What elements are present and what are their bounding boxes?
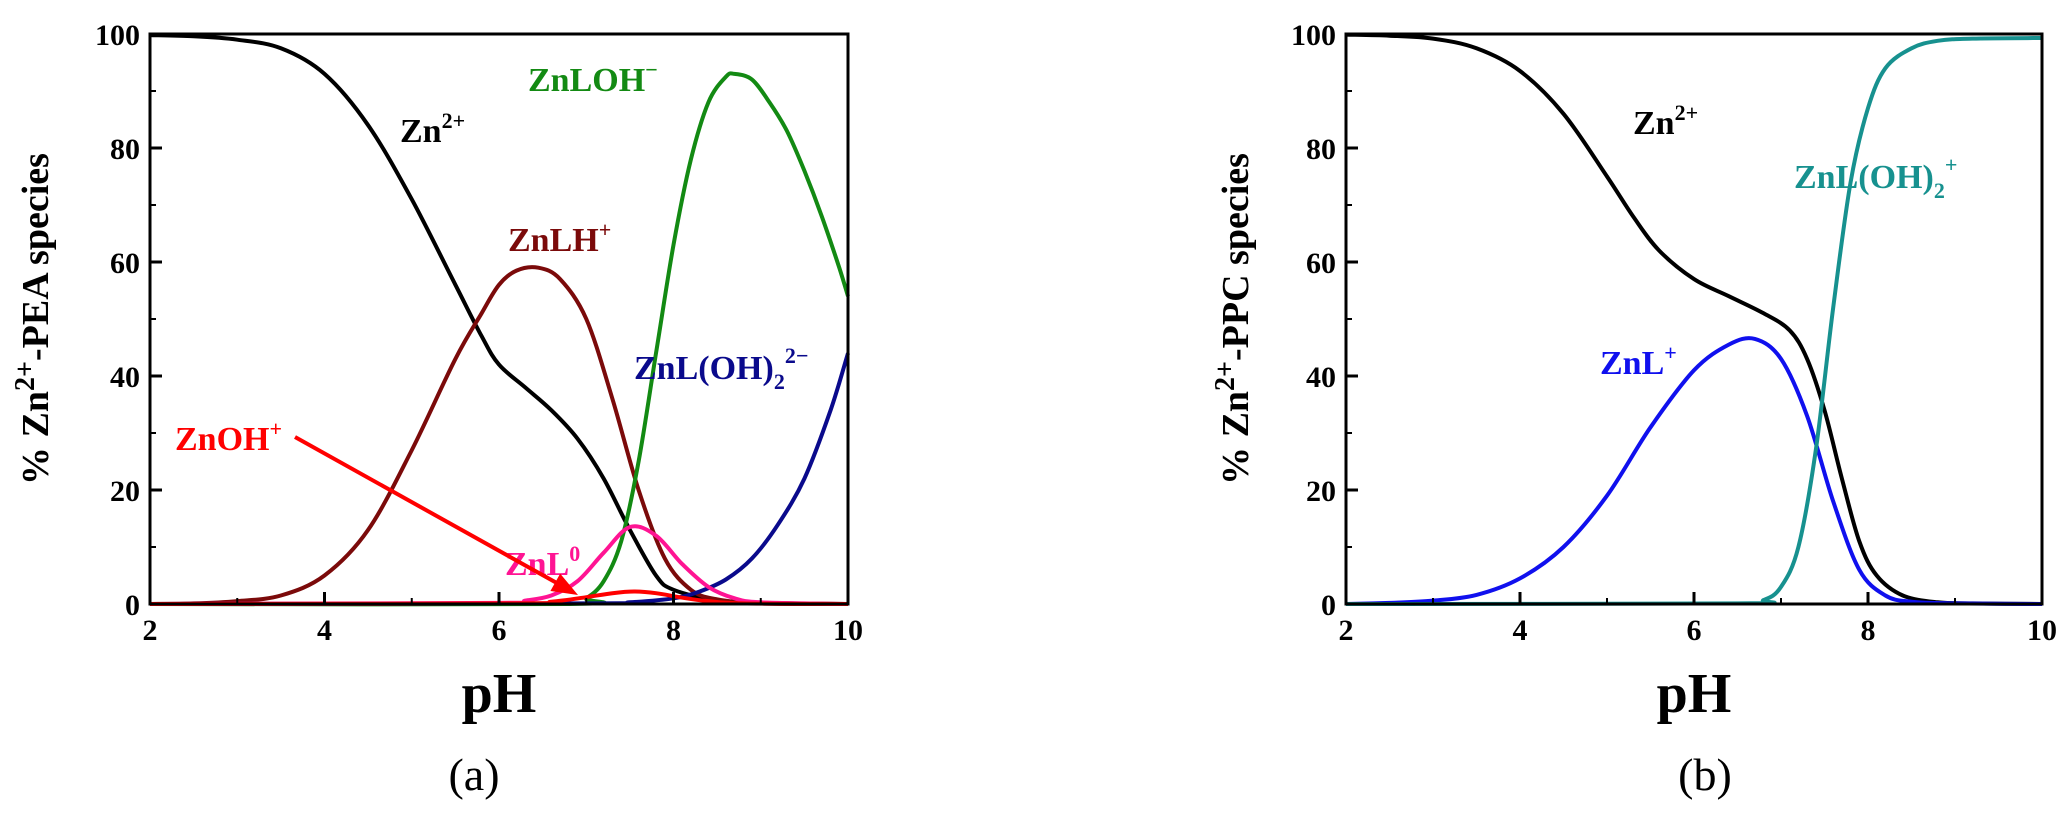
panel-b-series-label-zn-sup: 2+: [1675, 100, 1699, 125]
panel-a-series-znloh-line: [149, 352, 850, 606]
panel-a-series-label-znloh-base: ZnLOH: [528, 62, 645, 99]
panel-b-series-label-znloh: ZnL(OH)2+: [1794, 152, 1957, 203]
panel-a-series-label-zn-base: Zn: [400, 113, 442, 150]
panel-a-series-label-znoh: ZnOH+: [175, 416, 282, 458]
panel-a-y-axis-title-prefix: % Zn: [15, 391, 57, 485]
panel-a-y-tick-label: 20: [110, 475, 140, 508]
panel-b-series-label-znl: ZnL+: [1600, 340, 1677, 382]
panel-a-series-label-znlh-base: ZnLH: [508, 222, 599, 259]
panel-a-series-label-znl: ZnL0: [505, 541, 580, 583]
panel-a-x-axis-title: pH: [462, 663, 537, 725]
panel-b-series-label-znl-sup: +: [1664, 340, 1677, 365]
panel-a-series-label-znl-sup: 0: [569, 541, 580, 566]
panel-a-znoh-pointer-arrowhead: [550, 573, 578, 595]
panel-b-series-label-zn-base: Zn: [1633, 105, 1675, 142]
panel-a-series-label-znloh-sup: −: [645, 57, 658, 82]
panel-b-x-tick-label: 4: [1513, 614, 1528, 647]
panel-a-y-tick-label: 0: [125, 589, 140, 622]
panel-a-x-tick-label: 6: [492, 614, 507, 647]
panel-a-znoh-pointer-line: [294, 435, 565, 589]
panel-a-series-znlh-line: [149, 265, 849, 606]
panel-a-series-label-znoh-sup: +: [269, 416, 282, 441]
panel-b-series-label-znloh-sup: +: [1945, 152, 1958, 177]
panel-b-y-tick-label: 60: [1306, 247, 1336, 280]
panel-a-series-lines: [149, 33, 850, 607]
panel-a-series-label-znloh: ZnL(OH)22−: [634, 343, 808, 394]
panel-b-x-tick-label: 6: [1687, 614, 1702, 647]
panel-a-y-tick-label: 40: [110, 361, 140, 394]
panel-a-series-label-znloh-sup: 2−: [785, 343, 809, 368]
panel-b-panel-label: (b): [1678, 749, 1732, 800]
panel-b-y-tick-label: 100: [1291, 19, 1336, 52]
panel-a-series-label-znlh: ZnLH+: [508, 217, 611, 259]
panel-a-x-tick-label: 8: [666, 614, 681, 647]
panel-a-x-tick-label: 10: [833, 614, 863, 647]
panel-b-series-label-znloh-sub: 2: [1934, 178, 1945, 203]
panel-a-y-tick-label: 60: [110, 247, 140, 280]
panel-a-panel-label: (a): [448, 749, 499, 800]
panel-a-series-label-znloh-sub: 2: [774, 369, 785, 394]
panel-b-y-axis-title-suffix: -PPC species: [1215, 153, 1257, 361]
panel-a-y-axis-title-sup: 2+: [10, 361, 41, 391]
panel-b-x-axis-title: pH: [1657, 663, 1732, 725]
panel-b-x-tick-label: 2: [1339, 614, 1354, 647]
panel-a-plot-frame: [148, 32, 850, 606]
panel-a-y-axis-title-suffix: -PEA species: [15, 153, 57, 361]
panel-b-x-tick-label: 8: [1861, 614, 1876, 647]
panel-b-series-zn-line: [1345, 32, 2043, 606]
panel-b-y-axis-title-sup: 2+: [1210, 361, 1241, 391]
panel-a-series-zn-line: [149, 33, 849, 606]
panel-a-series-label-znloh-base: ZnL(OH): [634, 350, 774, 387]
panel-a-series-label-znlh-sup: +: [599, 217, 612, 242]
panel-b-series-znl-line: [1345, 336, 2043, 606]
panel-a-series-label-znoh-base: ZnOH: [175, 421, 269, 458]
panel-a-series-label-znloh: ZnLOH−: [528, 57, 658, 99]
panel-a-y-axis-title: % Zn2+-PEA species: [10, 153, 57, 485]
panel-b-series-label-zn: Zn2+: [1633, 100, 1698, 142]
panel-b-series-label-znloh-base: ZnL(OH): [1794, 159, 1934, 196]
panel-a-y-tick-label: 80: [110, 133, 140, 166]
panel-b-y-tick-label: 0: [1321, 589, 1336, 622]
panel-b-y-tick-label: 20: [1306, 475, 1336, 508]
panel-b-y-axis-title: % Zn2+-PPC species: [1210, 153, 1257, 485]
panel-b-x-tick-label: 10: [2027, 614, 2057, 647]
panel-b-series-label-znl-base: ZnL: [1600, 345, 1664, 382]
panel-a-y-tick-label: 100: [95, 19, 140, 52]
panel-a-x-tick-label: 4: [317, 614, 332, 647]
panel-a-series-label-zn-sup: 2+: [442, 108, 466, 133]
panel-a-series-label-zn: Zn2+: [400, 108, 465, 150]
panel-b-y-axis-title-prefix: % Zn: [1215, 391, 1257, 485]
panel-b-y-tick-label: 80: [1306, 133, 1336, 166]
panel-b-y-tick-label: 40: [1306, 361, 1336, 394]
panel-a-series-znloh-line: [149, 71, 850, 607]
panel-a-x-tick-label: 2: [143, 614, 158, 647]
